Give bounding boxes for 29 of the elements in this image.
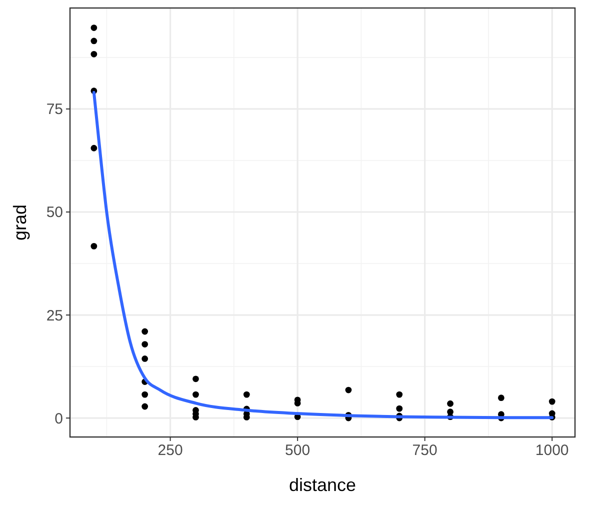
point xyxy=(90,24,98,31)
x-tick-label: 1000 xyxy=(535,442,569,459)
point xyxy=(192,391,199,398)
point xyxy=(90,38,98,44)
point xyxy=(90,50,98,58)
y-tick-label: 50 xyxy=(46,204,63,222)
point xyxy=(142,403,148,410)
y-tick-label: 75 xyxy=(46,101,63,118)
point xyxy=(396,391,403,398)
point xyxy=(548,398,556,405)
x-tick-label: 250 xyxy=(158,442,183,459)
point xyxy=(142,391,148,398)
point xyxy=(243,391,250,398)
x-axis-title: distance xyxy=(288,475,356,495)
point xyxy=(396,405,403,412)
x-tick-label: 750 xyxy=(412,442,438,459)
point xyxy=(142,341,148,348)
point xyxy=(90,242,98,250)
y-tick-label: 0 xyxy=(54,410,63,428)
point xyxy=(142,356,148,362)
point xyxy=(90,144,98,152)
y-tick-label: 25 xyxy=(46,307,63,324)
point xyxy=(192,376,199,382)
point xyxy=(142,328,148,335)
y-axis-title: grad xyxy=(10,204,30,241)
x-tick-label: 500 xyxy=(285,442,310,459)
point xyxy=(345,386,352,394)
point xyxy=(447,400,454,407)
point xyxy=(498,394,504,402)
